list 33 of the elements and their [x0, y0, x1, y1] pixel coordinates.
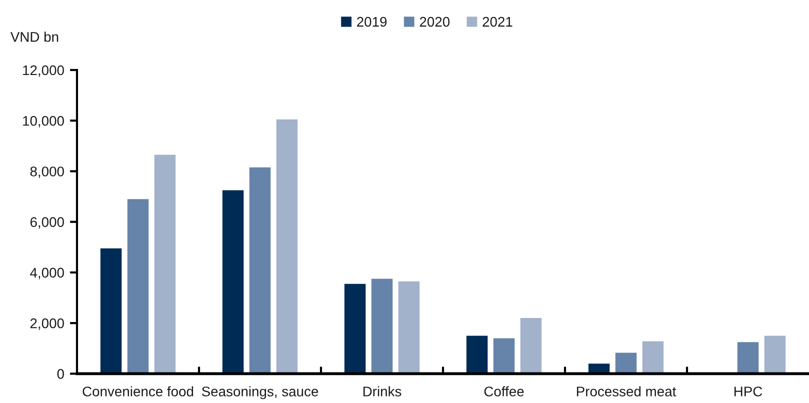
bar: [249, 167, 271, 374]
bar: [764, 336, 786, 374]
x-tick-label: Drinks: [363, 386, 402, 396]
y-tick-label: 2,000: [30, 318, 64, 330]
bar: [154, 154, 176, 374]
bar: [398, 281, 420, 374]
y-tick-label: 12,000: [23, 65, 64, 77]
y-tick-label: 6,000: [30, 217, 64, 229]
bar: [100, 248, 122, 374]
bar: [222, 190, 244, 374]
x-tick-label: Processed meat: [576, 386, 676, 396]
x-tick-label: Coffee: [484, 386, 524, 396]
y-axis-title: VND bn: [10, 32, 58, 42]
bar: [493, 338, 515, 374]
y-tick-label: 0: [57, 369, 64, 379]
bar: [127, 199, 149, 374]
y-tick-label: 4,000: [30, 268, 64, 280]
bar: [615, 352, 637, 374]
legend-label: 2020: [420, 16, 450, 27]
x-tick-label: Seasonings, sauce: [202, 386, 318, 400]
x-tick-label: HPC: [734, 386, 762, 396]
legend-label: 2021: [482, 16, 512, 27]
bar: [466, 336, 488, 374]
bar: [371, 278, 393, 374]
legend-label: 2019: [357, 16, 387, 27]
bar: [642, 341, 664, 374]
bar: [344, 284, 366, 374]
bar: [276, 119, 298, 374]
bar: [520, 318, 542, 374]
y-tick-label: 8,000: [30, 166, 64, 178]
y-tick-label: 10,000: [23, 116, 64, 128]
x-tick-label: Convenience food: [82, 386, 194, 396]
bar: [737, 342, 759, 374]
